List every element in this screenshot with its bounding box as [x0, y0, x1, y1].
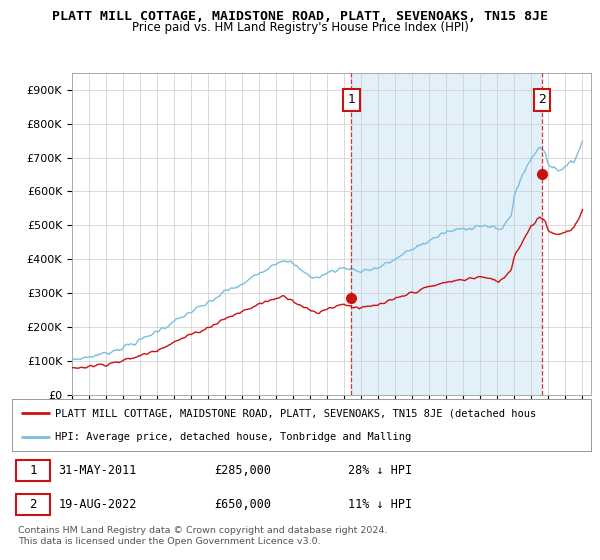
Text: £650,000: £650,000	[215, 498, 272, 511]
Text: 1: 1	[347, 94, 355, 106]
Text: Contains HM Land Registry data © Crown copyright and database right 2024.
This d: Contains HM Land Registry data © Crown c…	[18, 526, 388, 546]
Text: 2: 2	[29, 498, 37, 511]
Text: PLATT MILL COTTAGE, MAIDSTONE ROAD, PLATT, SEVENOAKS, TN15 8JE (detached hous: PLATT MILL COTTAGE, MAIDSTONE ROAD, PLAT…	[55, 408, 536, 418]
Text: 19-AUG-2022: 19-AUG-2022	[58, 498, 137, 511]
Text: Price paid vs. HM Land Registry's House Price Index (HPI): Price paid vs. HM Land Registry's House …	[131, 21, 469, 34]
FancyBboxPatch shape	[16, 494, 50, 515]
Text: 2: 2	[538, 94, 546, 106]
Bar	[352, 73, 542, 395]
Text: 11% ↓ HPI: 11% ↓ HPI	[348, 498, 412, 511]
Text: PLATT MILL COTTAGE, MAIDSTONE ROAD, PLATT, SEVENOAKS, TN15 8JE: PLATT MILL COTTAGE, MAIDSTONE ROAD, PLAT…	[52, 10, 548, 22]
Text: 28% ↓ HPI: 28% ↓ HPI	[348, 464, 412, 477]
Text: HPI: Average price, detached house, Tonbridge and Malling: HPI: Average price, detached house, Tonb…	[55, 432, 412, 442]
Text: 1: 1	[29, 464, 37, 477]
FancyBboxPatch shape	[16, 460, 50, 481]
Text: £285,000: £285,000	[215, 464, 272, 477]
Text: 31-MAY-2011: 31-MAY-2011	[58, 464, 137, 477]
